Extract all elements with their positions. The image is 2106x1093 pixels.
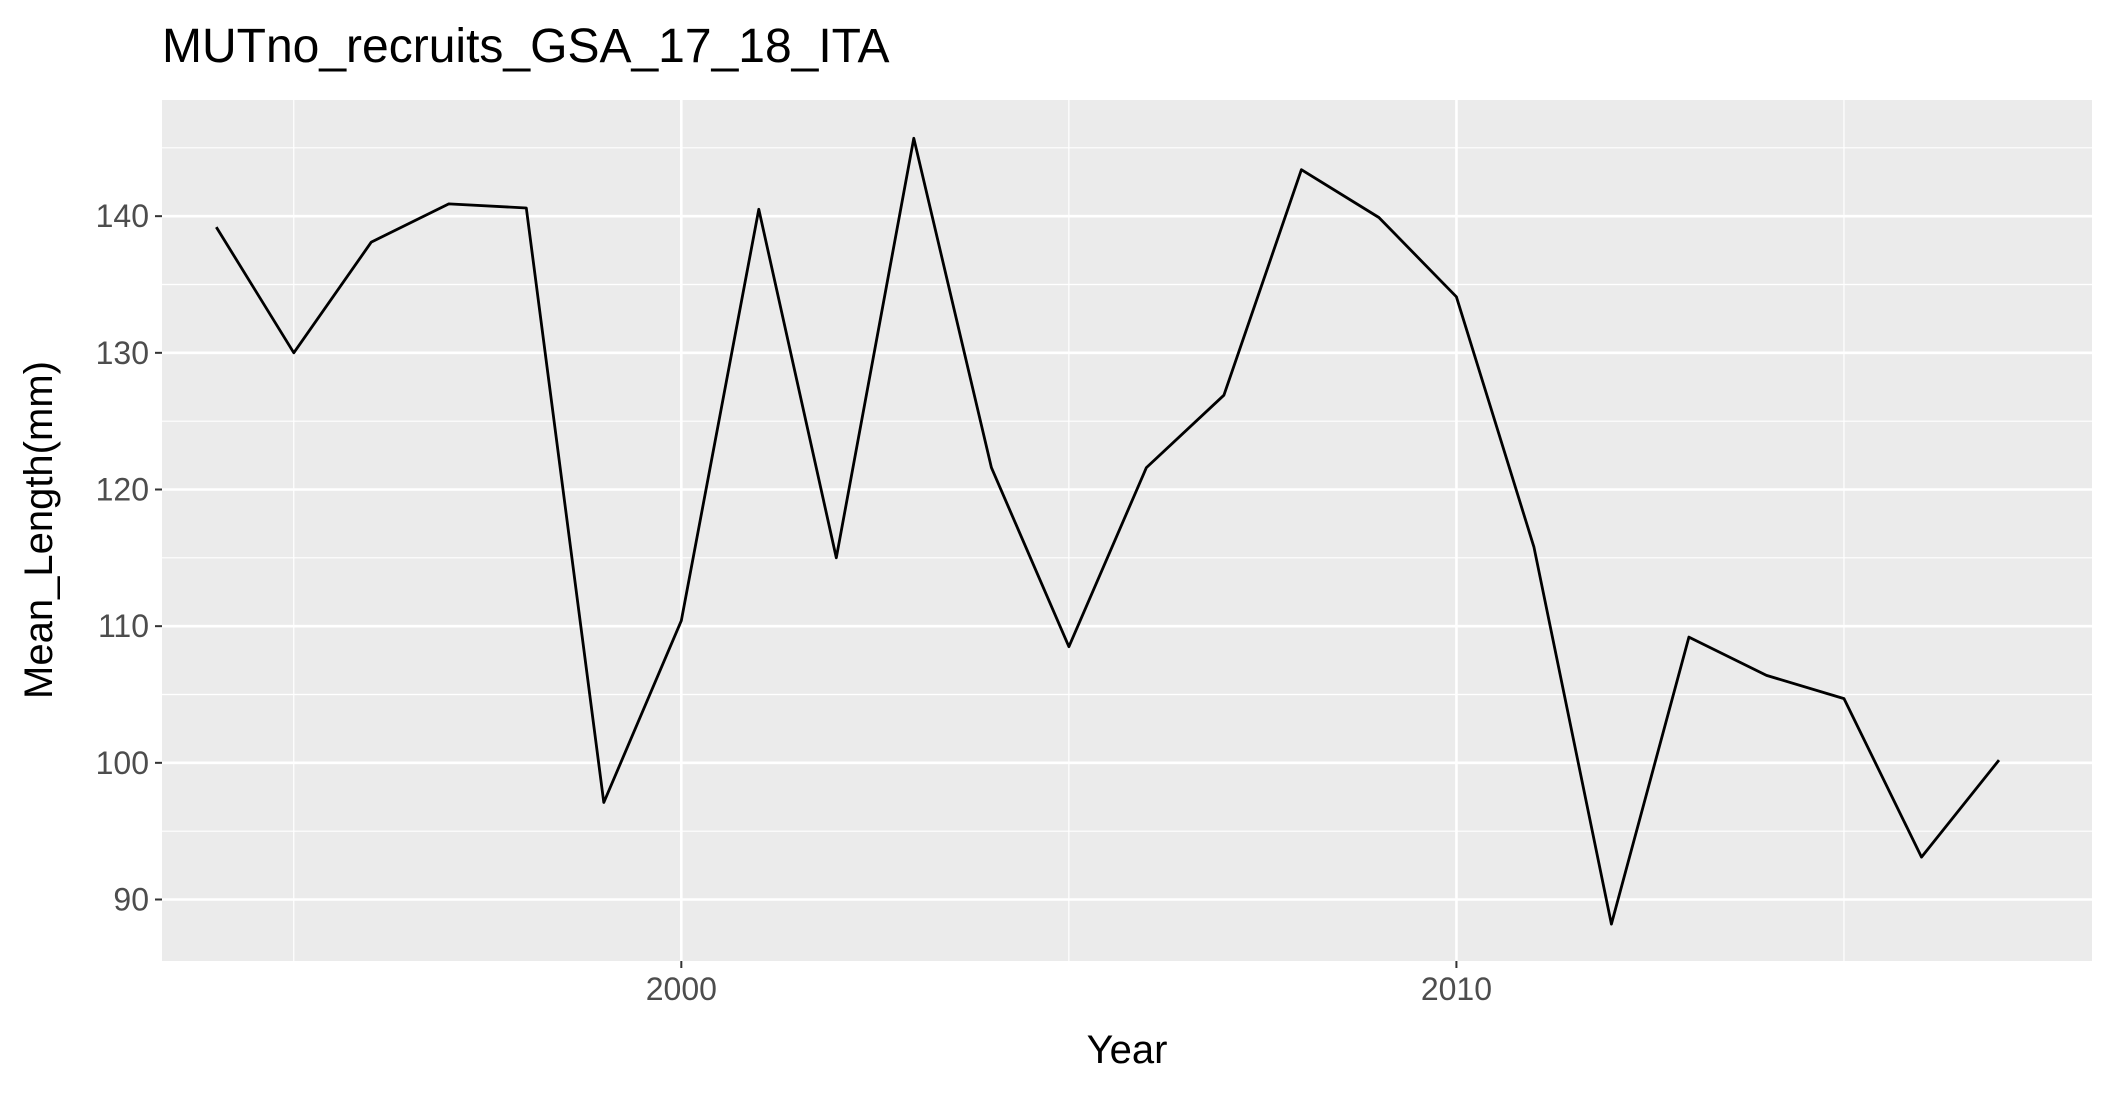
y-tick-label: 140 <box>96 198 149 234</box>
y-tick-label: 120 <box>96 472 149 508</box>
y-tick-label: 110 <box>98 608 149 644</box>
minor-gridlines <box>162 100 2092 961</box>
y-axis-title: Mean_Length(mm) <box>17 361 61 699</box>
data-series <box>215 136 2001 926</box>
x-tick-label: 2000 <box>646 971 717 1007</box>
plot-panel <box>162 100 2092 961</box>
chart-title: MUTno_recruits_GSA_17_18_ITA <box>162 20 889 73</box>
series-line <box>215 136 2001 926</box>
y-tick-label: 100 <box>96 745 149 781</box>
x-tick-label: 2010 <box>1421 971 1492 1007</box>
x-axis-title: Year <box>1087 1028 1168 1072</box>
y-axis: 90 100 110 120 130 140 <box>96 198 162 918</box>
y-tick-label: 90 <box>113 882 149 918</box>
x-axis: 2000 2010 <box>646 961 1492 1007</box>
y-tick-label: 130 <box>96 335 149 371</box>
major-gridlines <box>162 100 2092 961</box>
